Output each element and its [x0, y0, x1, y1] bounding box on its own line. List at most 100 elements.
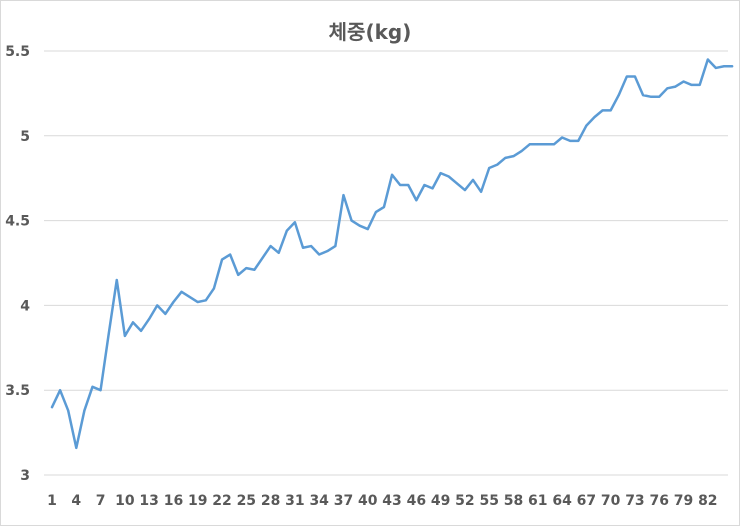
data-point	[107, 333, 110, 336]
x-tick-label: 76	[649, 493, 668, 509]
data-point	[463, 189, 466, 192]
x-tick-label: 28	[261, 493, 280, 509]
x-tick-label: 43	[382, 493, 401, 509]
x-tick-label: 22	[212, 493, 231, 509]
x-tick-label: 31	[285, 493, 304, 509]
x-tick-label: 46	[407, 493, 426, 509]
data-point	[156, 304, 159, 307]
y-tick-label: 4	[20, 298, 30, 314]
y-tick-label: 5	[20, 129, 30, 145]
data-point	[577, 139, 580, 142]
data-point	[180, 290, 183, 293]
data-point	[293, 221, 296, 224]
data-point	[528, 143, 531, 146]
y-tick-label: 5.5	[5, 44, 30, 60]
x-tick-label: 34	[309, 493, 329, 509]
data-point	[504, 156, 507, 159]
data-point	[310, 245, 313, 248]
data-point	[431, 187, 434, 190]
data-point	[123, 334, 126, 337]
x-tick-label: 64	[552, 493, 572, 509]
data-point	[285, 229, 288, 232]
data-point	[366, 228, 369, 231]
x-tick-label: 10	[115, 493, 135, 509]
data-point	[601, 109, 604, 112]
data-point	[148, 317, 151, 320]
data-point	[723, 65, 725, 68]
data-point	[520, 150, 523, 153]
x-tick-label: 61	[528, 493, 547, 509]
data-point	[714, 66, 717, 69]
data-point	[350, 219, 353, 222]
data-point	[512, 155, 515, 158]
data-point	[358, 224, 361, 227]
data-point	[480, 190, 483, 193]
x-tick-label: 13	[139, 493, 158, 509]
data-point	[91, 385, 94, 388]
data-point	[698, 83, 701, 86]
data-point	[569, 139, 572, 142]
data-point	[269, 245, 272, 248]
data-point	[318, 253, 321, 256]
data-point	[666, 87, 669, 90]
data-point	[277, 251, 280, 254]
data-point	[658, 95, 661, 98]
data-point	[221, 258, 224, 261]
x-tick-label: 82	[698, 493, 717, 509]
data-point	[301, 246, 304, 249]
data-point	[115, 278, 118, 281]
chart-title: 체중(kg)	[328, 20, 412, 44]
data-point	[334, 245, 337, 248]
x-axis-tick-labels: 1 4 7 10 13 16 19 22 25 28 31 34 37 40 43 46 49 52 55 58 61 6…	[47, 493, 717, 509]
data-point	[625, 75, 628, 78]
data-point	[204, 299, 207, 302]
data-point	[326, 250, 329, 253]
data-point	[496, 163, 499, 166]
data-point	[439, 172, 442, 175]
data-point	[536, 143, 539, 146]
data-point	[188, 295, 191, 298]
x-tick-label: 73	[625, 493, 644, 509]
data-point	[253, 268, 256, 271]
x-tick-label: 16	[164, 493, 183, 509]
x-tick-label: 1	[47, 493, 57, 509]
data-point	[83, 409, 86, 412]
data-point	[342, 194, 345, 197]
x-tick-label: 67	[577, 493, 596, 509]
data-point	[382, 206, 385, 209]
x-tick-label: 70	[601, 493, 621, 509]
data-point	[59, 389, 62, 392]
y-tick-label: 3.5	[5, 383, 30, 399]
x-tick-label: 40	[358, 493, 378, 509]
data-point	[245, 267, 248, 270]
y-axis-tick-labels: 3 3.5 4 4.5 5 5.5	[5, 44, 30, 484]
data-point	[593, 116, 596, 119]
x-tick-label: 79	[674, 493, 693, 509]
data-point	[140, 329, 143, 332]
data-point	[172, 301, 175, 304]
data-point	[67, 409, 70, 412]
data-point	[488, 167, 491, 170]
x-tick-label: 49	[431, 493, 450, 509]
data-point	[455, 182, 458, 185]
data-point	[447, 175, 450, 178]
data-point	[617, 94, 620, 97]
data-point	[391, 173, 394, 176]
x-tick-label: 52	[455, 493, 474, 509]
data-point	[561, 136, 564, 139]
data-point	[164, 312, 167, 315]
data-point	[706, 58, 709, 61]
data-point	[650, 95, 653, 98]
data-point	[731, 65, 734, 68]
data-point	[415, 199, 418, 202]
y-tick-label: 4.5	[5, 214, 30, 230]
data-point	[682, 80, 685, 83]
data-point	[472, 178, 475, 181]
data-point	[609, 109, 612, 112]
data-point	[131, 321, 134, 324]
data-point	[544, 143, 547, 146]
x-tick-label: 7	[96, 493, 106, 509]
data-point	[229, 253, 232, 256]
data-point	[261, 256, 264, 259]
x-tick-label: 25	[237, 493, 256, 509]
